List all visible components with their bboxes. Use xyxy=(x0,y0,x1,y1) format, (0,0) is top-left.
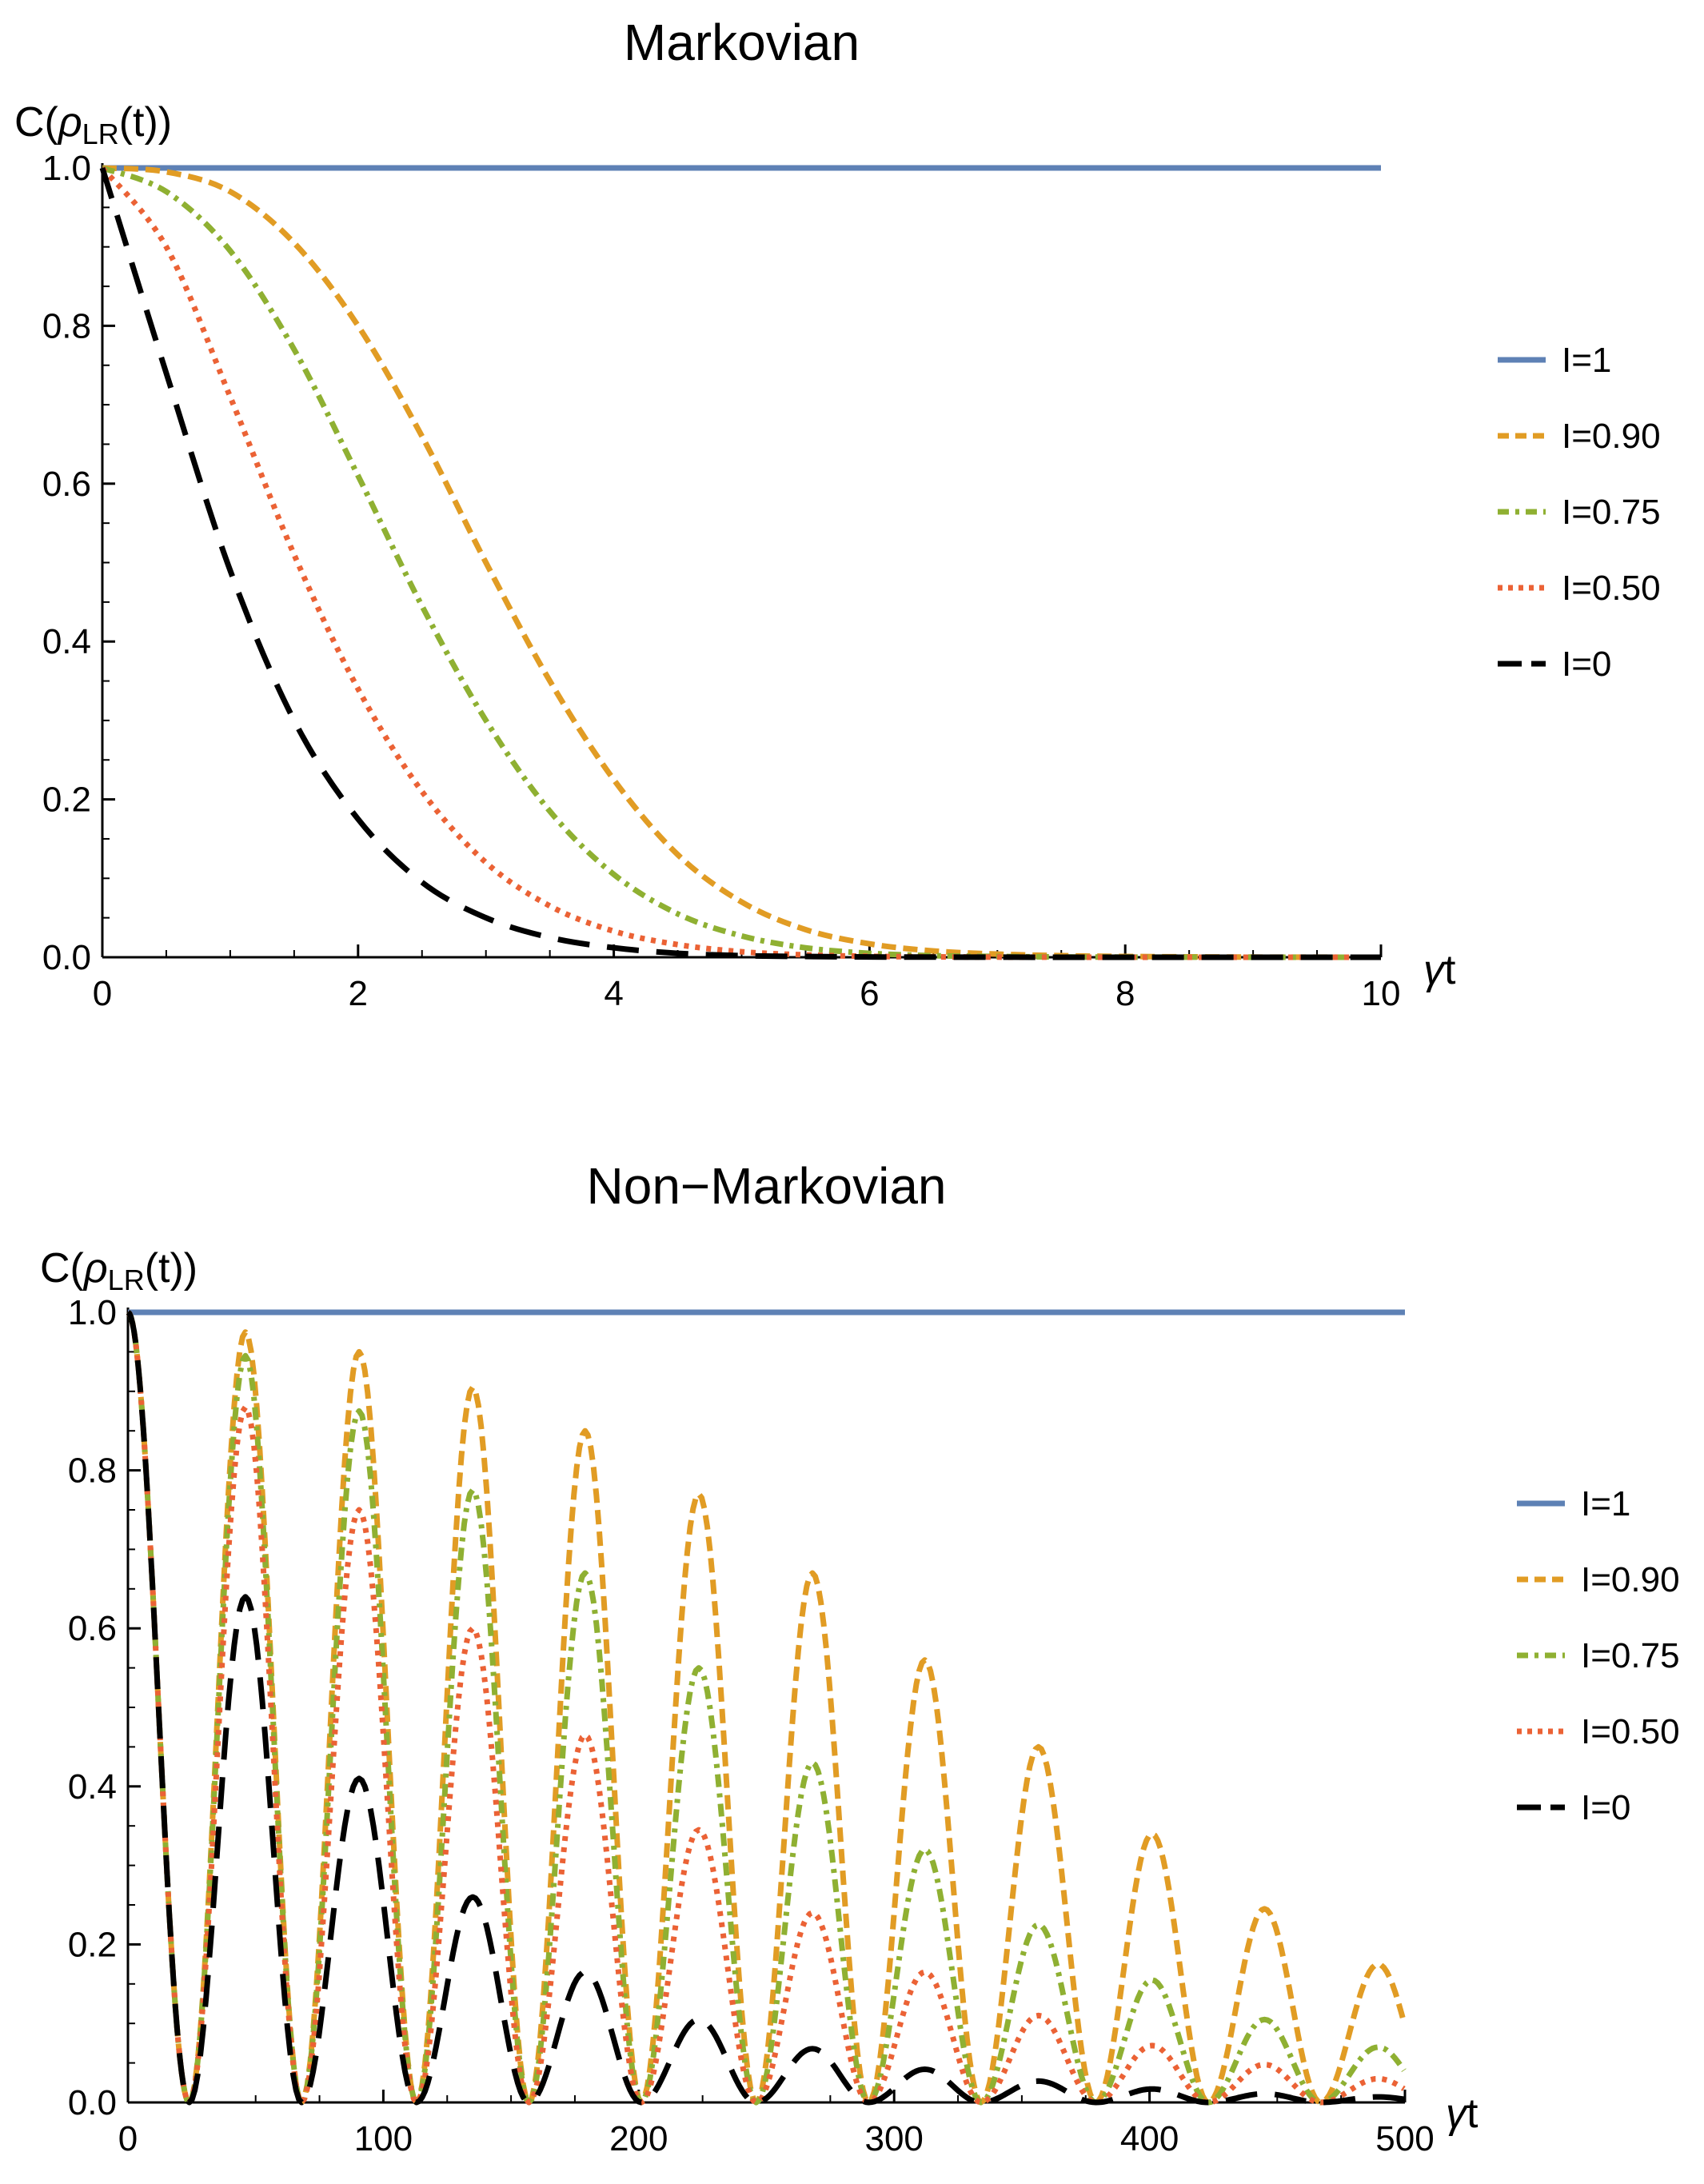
x-tick-label: 8 xyxy=(1115,974,1135,1013)
y-axis-label: C(ρLR(t)) xyxy=(14,99,172,150)
series-line-I-0 xyxy=(126,1310,1405,2106)
series-line-I-0-75 xyxy=(101,165,1381,960)
x-tick-label: 400 xyxy=(1120,2119,1179,2158)
legend-label: I=0.50 xyxy=(1581,1712,1680,1751)
x-tick-label: 300 xyxy=(864,2119,923,2158)
legend-label: I=0.90 xyxy=(1581,1560,1680,1599)
x-tick-label: 0 xyxy=(118,2119,138,2158)
series-line-I-0 xyxy=(99,166,1381,960)
chart-title: Non−Markovian xyxy=(587,1157,947,1215)
y-tick-label: 0.0 xyxy=(68,2083,117,2122)
legend-label: I=0.50 xyxy=(1562,569,1661,608)
y-tick-label: 0.4 xyxy=(68,1767,117,1807)
x-tick-label: 2 xyxy=(349,974,368,1013)
y-tick-label: 0.4 xyxy=(42,622,91,661)
x-axis-label: γt xyxy=(1423,947,1456,993)
y-tick-label: 0.6 xyxy=(42,465,91,504)
markovian-panel: Markovian C(ρLR(t)) γt 0.0 0.2 0.4 0.6 0.8 1.0 0 2… xyxy=(14,14,1661,1013)
x-tick-label: 10 xyxy=(1362,974,1401,1013)
legend-label: I=1 xyxy=(1562,341,1611,380)
series-line-I-0-90 xyxy=(126,1310,1407,2106)
y-tick-label: 0.6 xyxy=(68,1609,117,1648)
legend-label: I=0.75 xyxy=(1562,493,1661,532)
x-tick-label: 200 xyxy=(609,2119,668,2158)
legend-label: I=0 xyxy=(1562,645,1611,684)
series-line-I-0-90 xyxy=(102,165,1382,960)
legend-label: I=0 xyxy=(1581,1788,1630,1827)
x-tick-label: 4 xyxy=(604,974,623,1013)
x-tick-label: 100 xyxy=(354,2119,413,2158)
y-tick-label: 0.2 xyxy=(42,781,91,820)
series-line-I-0-50 xyxy=(100,166,1381,960)
x-tick-label: 0 xyxy=(93,974,112,1013)
legend-label: I=0.90 xyxy=(1562,417,1661,456)
chart-title: Markovian xyxy=(624,14,860,71)
x-tick-label: 6 xyxy=(860,974,879,1013)
legend-label: I=0.75 xyxy=(1581,1636,1680,1675)
x-axis-label: γt xyxy=(1446,2090,1479,2137)
series-line-I-0-50 xyxy=(126,1310,1406,2106)
y-axis-label: C(ρLR(t)) xyxy=(40,1245,198,1296)
legend-label: I=1 xyxy=(1581,1484,1630,1523)
y-tick-label: 0.0 xyxy=(42,938,91,977)
x-tick-label: 500 xyxy=(1375,2119,1434,2158)
y-tick-label: 0.8 xyxy=(68,1451,117,1491)
y-tick-label: 1.0 xyxy=(68,1293,117,1332)
non-markovian-panel: Non−Markovian C(ρLR(t)) γt 0.0 0.2 0.4 0.6 0.8 1… xyxy=(40,1157,1680,2158)
y-tick-label: 0.2 xyxy=(68,1925,117,1964)
y-tick-label: 0.8 xyxy=(42,306,91,345)
y-tick-label: 1.0 xyxy=(42,149,91,188)
